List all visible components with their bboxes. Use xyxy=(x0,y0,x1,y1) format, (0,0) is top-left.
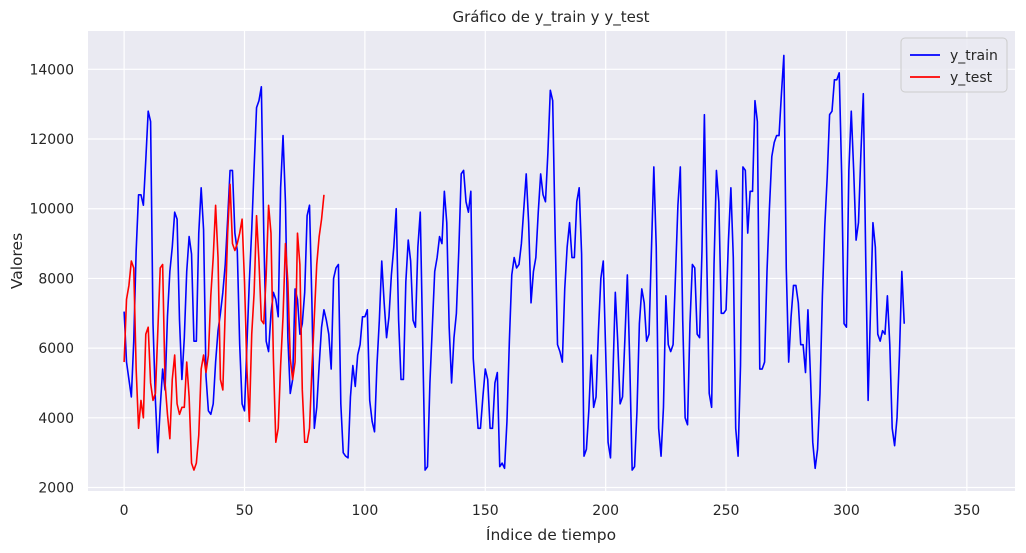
x-tick-label-7: 350 xyxy=(953,503,980,519)
y-tick-label-5: 12000 xyxy=(29,132,74,148)
y-tick-label-2: 6000 xyxy=(38,341,74,357)
x-tick-label-1: 50 xyxy=(236,503,254,519)
y-tick-label-6: 14000 xyxy=(29,62,74,78)
y-tick-label-0: 2000 xyxy=(38,481,74,497)
y-tick-label-1: 4000 xyxy=(38,411,74,427)
legend-box xyxy=(900,37,1008,93)
y-tick-label-3: 8000 xyxy=(38,271,74,287)
x-axis-label: Índice de tiempo xyxy=(486,525,616,544)
chart-title: Gráfico de y_train y y_test xyxy=(452,8,649,27)
legend-label-y_train: y_train xyxy=(950,48,998,64)
grid xyxy=(88,31,1015,491)
y-axis-label: Valores xyxy=(8,233,26,289)
x-ticks: 0 50 100 150 200 250 300 350 xyxy=(120,503,981,519)
x-tick-label-5: 250 xyxy=(713,503,740,519)
x-tick-label-3: 150 xyxy=(472,503,499,519)
x-tick-label-6: 300 xyxy=(833,503,860,519)
y-ticks: 2000 4000 6000 8000 10000 12000 14000 xyxy=(29,62,74,496)
x-tick-label-2: 100 xyxy=(352,503,379,519)
legend-label-y_test: y_test xyxy=(950,70,993,86)
legend: y_train y_test xyxy=(900,37,1008,93)
y-tick-label-4: 10000 xyxy=(29,202,74,218)
x-tick-label-4: 200 xyxy=(592,503,619,519)
series-lines xyxy=(123,54,906,471)
x-tick-label-0: 0 xyxy=(120,503,129,519)
plot-background xyxy=(88,31,1015,491)
series-line-y_test xyxy=(123,183,325,471)
series-line-y_train xyxy=(123,54,906,471)
